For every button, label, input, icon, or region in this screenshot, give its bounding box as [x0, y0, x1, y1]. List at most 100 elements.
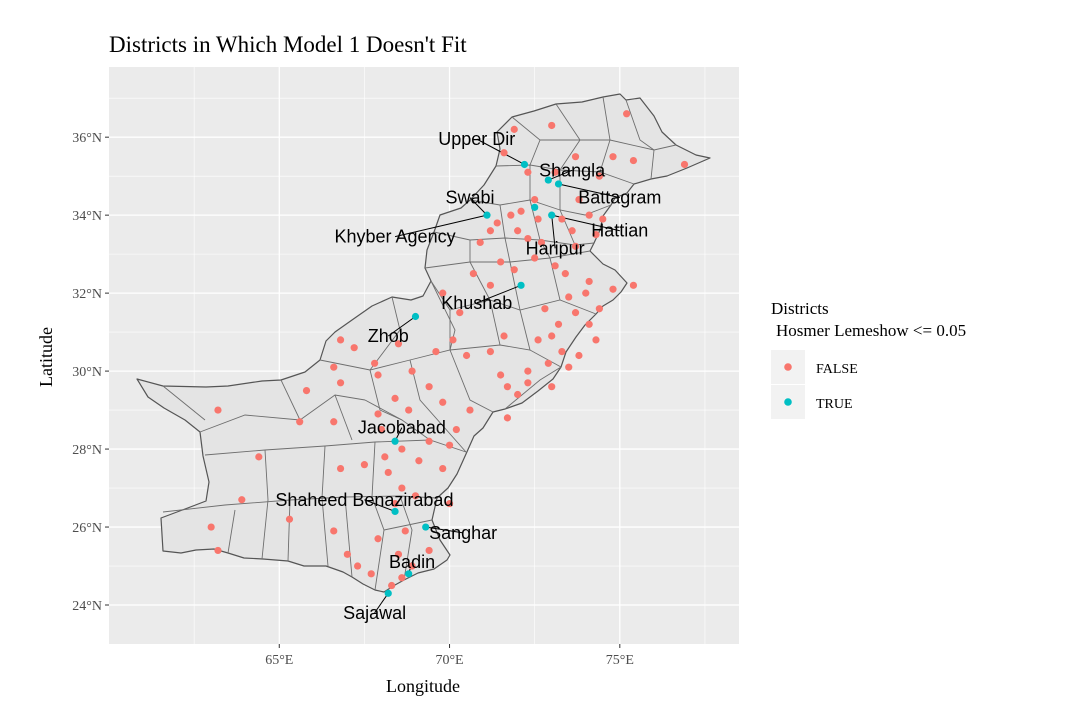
- point-false: [374, 410, 382, 418]
- leader-line: [548, 169, 573, 181]
- point-false: [394, 340, 403, 348]
- x-tick-label: 70°E: [435, 653, 463, 668]
- point-false: [548, 383, 556, 391]
- point-false: [445, 441, 454, 449]
- point-false: [585, 320, 593, 328]
- point-true: [411, 312, 420, 321]
- point-false: [629, 156, 638, 165]
- leader-line: [374, 593, 389, 614]
- y-tick-label: 34°N: [72, 209, 102, 224]
- point-false: [398, 484, 406, 492]
- point-false: [391, 500, 399, 508]
- point-false: [255, 453, 263, 461]
- point-false: [207, 523, 215, 531]
- y-tick-label: 24°N: [72, 599, 102, 614]
- point-false: [592, 336, 600, 344]
- point-false: [524, 234, 532, 243]
- x-axis-label: Longitude: [386, 676, 460, 696]
- point-true: [483, 211, 491, 219]
- point-false: [609, 285, 617, 293]
- leader-line: [364, 499, 396, 512]
- point-true: [517, 281, 525, 289]
- point-false: [534, 215, 542, 223]
- point-false: [401, 527, 409, 535]
- point-false: [353, 562, 362, 570]
- point-false: [551, 168, 559, 176]
- district-annotation: Sajawal: [343, 603, 406, 623]
- y-tick-label: 30°N: [72, 365, 102, 380]
- point-false: [445, 500, 454, 508]
- point-false: [425, 437, 433, 445]
- district-annotation: Jacobabad: [358, 418, 446, 438]
- y-tick-label: 26°N: [72, 521, 102, 536]
- point-false: [497, 258, 505, 266]
- point-false: [377, 425, 386, 434]
- district-annotation: Upper Dir: [438, 129, 515, 149]
- point-false: [514, 390, 522, 399]
- y-tick-label: 36°N: [72, 131, 102, 146]
- point-false: [571, 153, 580, 161]
- district-annotation: Battagram: [578, 188, 661, 208]
- point-false: [561, 270, 569, 278]
- point-false: [554, 320, 563, 328]
- point-false: [486, 227, 495, 235]
- point-false: [565, 293, 573, 301]
- point-false: [551, 262, 559, 270]
- point-false: [565, 363, 573, 371]
- district-annotation: Shaheed Benazirabad: [275, 490, 453, 510]
- point-false: [575, 195, 583, 204]
- district-annotation: Zhob: [368, 326, 409, 346]
- point-false: [449, 336, 457, 344]
- point-false: [503, 383, 512, 391]
- point-false: [548, 332, 556, 340]
- point-false: [609, 153, 617, 161]
- district-annotation: Khyber Agency: [335, 227, 456, 247]
- point-false: [452, 425, 460, 434]
- y-axis-ticks: 24°N 26°N 28°N 30°N 32°N 34°N 36°N: [72, 131, 109, 614]
- point-false: [398, 574, 406, 582]
- point-false: [408, 562, 416, 570]
- point-false: [374, 535, 382, 543]
- legend-label-false: FALSE: [816, 362, 858, 377]
- point-true: [391, 507, 399, 516]
- point-false: [680, 160, 689, 169]
- point-false: [500, 332, 508, 340]
- point-false: [456, 309, 464, 317]
- leader-line: [476, 284, 522, 304]
- point-false: [558, 215, 566, 223]
- point-false: [439, 398, 447, 406]
- point-false: [599, 215, 607, 223]
- leader-line: [558, 183, 620, 199]
- point-true: [548, 211, 556, 219]
- point-false: [367, 570, 375, 578]
- point-false: [571, 242, 580, 250]
- point-false: [432, 348, 440, 356]
- legend-key-false: [784, 363, 792, 371]
- point-false: [343, 550, 351, 558]
- point-false: [330, 527, 338, 535]
- point-false: [585, 277, 593, 286]
- point-false: [585, 211, 593, 219]
- point-false: [439, 289, 447, 297]
- point-false: [296, 418, 304, 426]
- point-false: [517, 207, 525, 215]
- legend-title-line1: Districts: [771, 299, 829, 318]
- x-tick-label: 65°E: [265, 653, 293, 668]
- point-false: [544, 359, 552, 367]
- point-false: [582, 289, 590, 297]
- point-false: [541, 305, 549, 313]
- district-annotation: Sanghar: [429, 523, 497, 543]
- point-false: [371, 359, 379, 367]
- point-false: [510, 266, 518, 274]
- point-false: [391, 394, 399, 402]
- point-false: [575, 351, 583, 360]
- legend-key-true: [784, 398, 792, 406]
- point-false: [476, 238, 484, 247]
- point-false: [398, 445, 406, 453]
- x-axis-ticks: 65°E 70°E 75°E: [265, 644, 634, 668]
- leader-line: [394, 214, 488, 238]
- point-false: [405, 406, 413, 414]
- legend-label-true: TRUE: [816, 397, 853, 412]
- point-false: [571, 309, 580, 317]
